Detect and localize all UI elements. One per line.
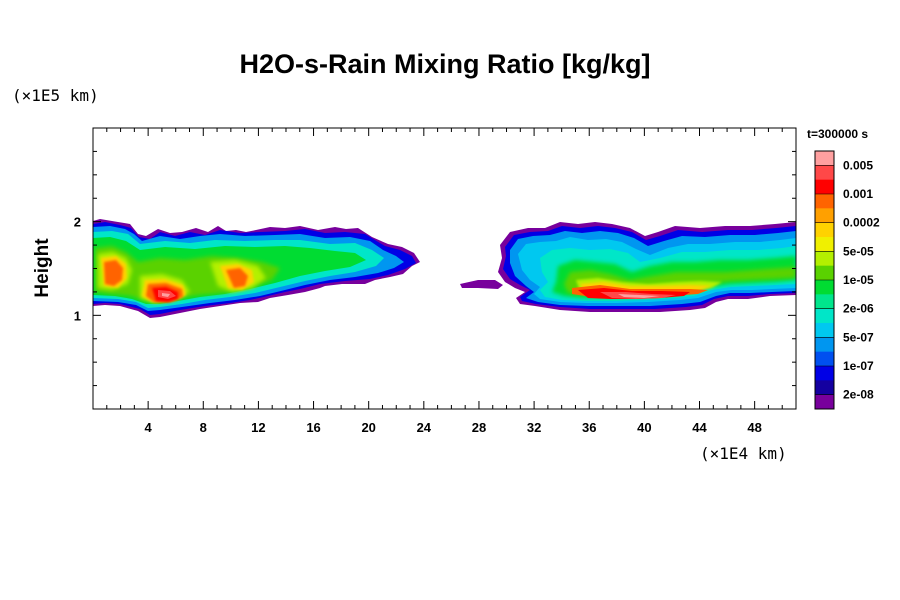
colorbar-swatch (815, 265, 834, 281)
x-tick-label: 32 (527, 420, 541, 435)
time-label: t=300000 s (807, 127, 868, 141)
colorbar-swatch (815, 366, 834, 381)
colorbar-label: 2e-06 (843, 302, 874, 316)
colorbar-swatch (815, 351, 834, 367)
colorbar-label: 2e-08 (843, 388, 874, 402)
y-axis-label: Height (32, 238, 53, 298)
cloud-band-left (93, 219, 420, 318)
cloud-band-right (460, 222, 796, 312)
x-tick-label: 16 (306, 420, 320, 435)
x-tick-label: 20 (361, 420, 375, 435)
x-tick-label: 12 (251, 420, 265, 435)
colorbar-swatch (815, 394, 834, 410)
colorbar-swatch (815, 280, 834, 295)
colorbar (814, 150, 835, 410)
colorbar-label: 0.0002 (843, 216, 880, 230)
colorbar-swatch (815, 337, 834, 353)
colorbar-swatch (815, 308, 834, 324)
heatmap-field (93, 219, 796, 318)
x-tick-label: 36 (582, 420, 596, 435)
colorbar-swatch (815, 208, 834, 224)
chart-title: H2O-s-Rain Mixing Ratio [kg/kg] (239, 49, 650, 79)
colorbar-label: 1e-05 (843, 273, 874, 287)
y-tick-label: 1 (74, 308, 81, 323)
x-tick-label: 48 (747, 420, 761, 435)
colorbar-swatch (815, 323, 834, 338)
x-tick-label: 28 (472, 420, 486, 435)
colorbar-labels: 0.005 0.001 0.0002 5e-05 1e-05 2e-06 5e-07 1e-0… (843, 158, 880, 401)
colorbar-label: 0.001 (843, 187, 873, 201)
colorbar-swatch (815, 151, 834, 166)
x-tick-label: 8 (200, 420, 207, 435)
colorbar-label: 5e-07 (843, 330, 874, 344)
colorbar-swatch (815, 179, 834, 195)
x-tick-label: 40 (637, 420, 651, 435)
colorbar-label: 0.005 (843, 158, 873, 172)
colorbar-label: 1e-07 (843, 359, 874, 373)
colorbar-swatch (815, 237, 834, 252)
x-tick-label: 44 (692, 420, 707, 435)
colorbar-swatch (815, 251, 834, 267)
y-unit-label: (×1E5 km) (12, 86, 99, 105)
colorbar-swatch (815, 294, 834, 310)
y-tick-label: 2 (74, 215, 81, 230)
colorbar-swatch (815, 194, 834, 209)
colorbar-swatch (815, 165, 834, 181)
contour-2e-05 (98, 252, 266, 303)
contour-max-r (618, 294, 660, 298)
colorbar-swatch (815, 380, 834, 396)
colorbar-label: 5e-05 (843, 244, 874, 258)
axis-ticks (93, 128, 796, 409)
colorbar-swatch (815, 222, 834, 238)
x-unit-label: (×1E4 km) (700, 444, 787, 463)
x-tick-label: 4 (145, 420, 153, 435)
x-tick-label: 24 (417, 420, 432, 435)
contour-max (162, 293, 170, 297)
